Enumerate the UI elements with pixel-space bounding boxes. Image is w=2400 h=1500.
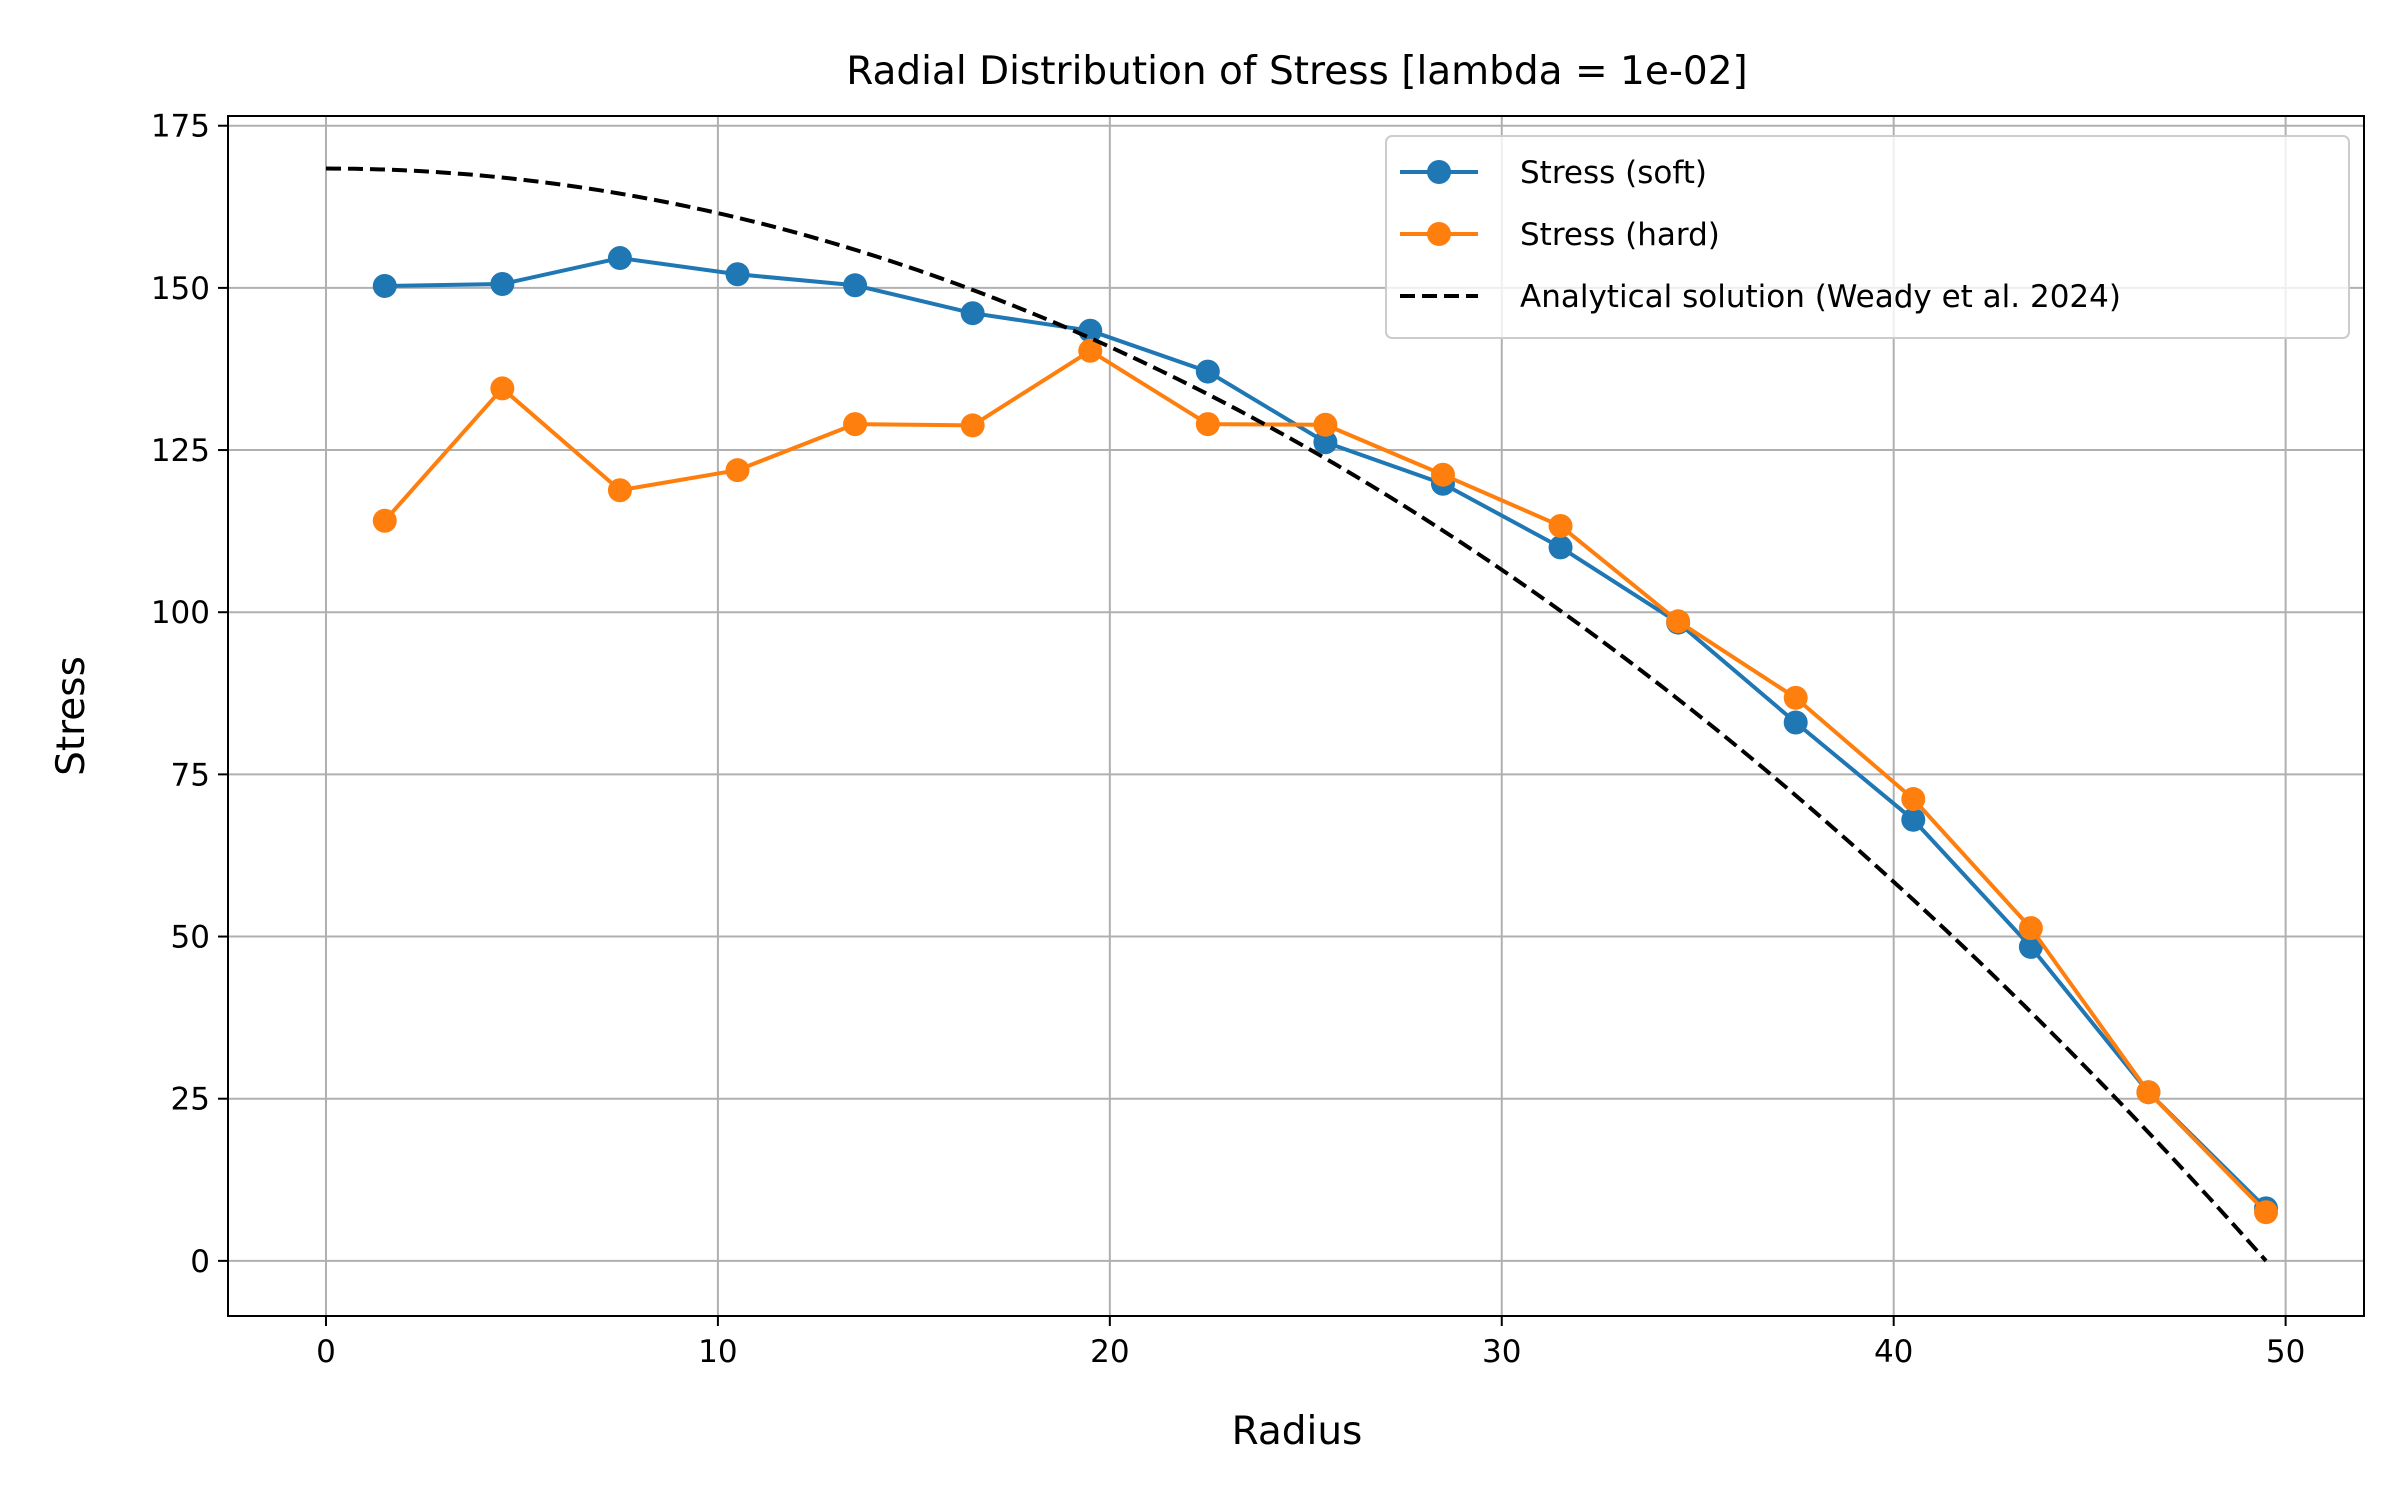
data-point-hard <box>2018 916 2043 941</box>
data-point-soft <box>1548 535 1573 560</box>
y-tick-label: 75 <box>171 757 210 793</box>
y-tick-label: 0 <box>190 1244 210 1280</box>
x-tick-label: 0 <box>316 1334 336 1370</box>
legend-box <box>1385 135 2350 339</box>
legend-label: Stress (hard) <box>1520 217 1720 253</box>
x-tick-label: 40 <box>1874 1334 1913 1370</box>
x-tick-label: 10 <box>698 1334 737 1370</box>
y-tick-label: 125 <box>151 433 210 469</box>
legend-marker <box>1427 222 1451 246</box>
data-point-hard <box>843 412 868 437</box>
data-point-hard <box>372 508 397 533</box>
y-tick-label: 150 <box>151 271 210 307</box>
y-tick-label: 100 <box>151 595 210 631</box>
series-layer <box>325 166 2279 1263</box>
data-point-soft <box>1901 807 1926 832</box>
data-point-soft <box>372 273 397 298</box>
chart-title: Radial Distribution of Stress [lambda = … <box>846 49 1748 94</box>
x-axis-label: Radius <box>1232 1409 1363 1454</box>
data-point-soft <box>960 301 985 326</box>
legend-label: Analytical solution (Weady et al. 2024) <box>1520 279 2121 315</box>
y-tick-label: 25 <box>171 1082 210 1118</box>
data-point-soft <box>490 272 515 296</box>
plot-frame <box>227 115 2365 1317</box>
data-point-soft <box>1783 710 1808 735</box>
grid <box>228 116 2364 1316</box>
data-point-hard <box>2136 1080 2161 1105</box>
y-tick-label: 175 <box>151 109 210 145</box>
data-point-hard <box>725 458 750 483</box>
data-point-soft <box>607 246 632 271</box>
data-point-hard <box>1313 412 1338 437</box>
data-point-hard <box>1078 338 1103 363</box>
data-point-soft <box>843 273 868 298</box>
y-tick-label: 50 <box>171 920 210 956</box>
data-point-hard <box>607 478 632 503</box>
x-tick-label: 30 <box>1482 1334 1521 1370</box>
data-point-hard <box>2254 1200 2279 1225</box>
data-point-soft <box>1195 359 1220 384</box>
data-point-hard <box>1195 412 1220 437</box>
series-line-analytical <box>325 166 2268 1263</box>
y-axis-label: Stress <box>49 656 94 776</box>
x-tick-label: 50 <box>2266 1334 2305 1370</box>
x-tick-label: 20 <box>1090 1334 1129 1370</box>
data-point-hard <box>960 413 985 438</box>
data-point-hard <box>1666 609 1691 634</box>
legend: Stress (soft) Stress (hard) Analytical sol… <box>1385 135 2350 339</box>
data-point-hard <box>1430 462 1455 487</box>
data-point-hard <box>1783 685 1808 710</box>
legend-marker <box>1427 160 1451 184</box>
data-point-soft <box>1313 430 1338 455</box>
data-point-hard <box>1548 513 1573 538</box>
data-point-hard <box>490 376 515 401</box>
data-point-hard <box>1901 787 1926 812</box>
data-point-soft <box>725 262 750 287</box>
data-point-soft <box>2018 934 2043 959</box>
legend-label: Stress (soft) <box>1520 155 1707 191</box>
ticks: 0 10 20 30 40 50 0 25 50 75 100 125 150 175 <box>151 109 2306 1370</box>
